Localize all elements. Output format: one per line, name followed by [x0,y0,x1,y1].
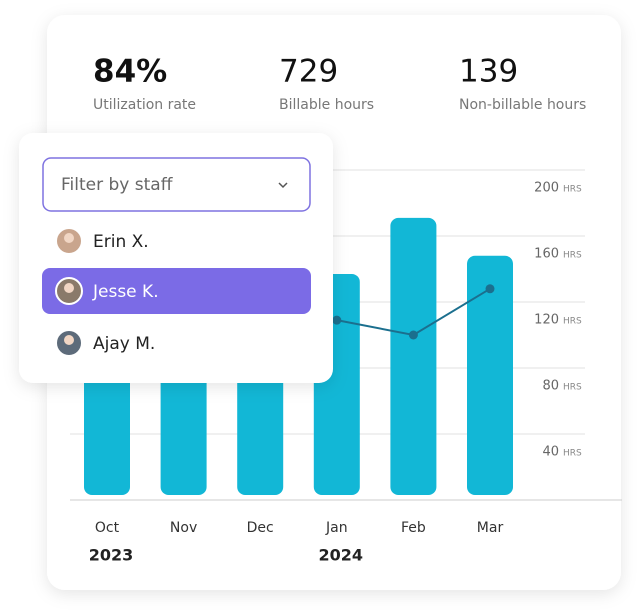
y-unit: HRS [563,251,582,261]
y-tick-label: 120 [534,313,559,328]
line-point [332,315,342,325]
y-tick-label: 80 [542,379,559,394]
stat-value: 729 [279,54,338,90]
y-unit: HRS [563,317,582,327]
x-tick-label: Feb [401,520,426,536]
y-unit: HRS [563,449,582,459]
x-tick-label: Dec [247,520,274,536]
year-label: 2023 [89,546,134,565]
option-label[interactable]: Erin X. [93,232,149,252]
stat-label: Utilization rate [93,97,196,113]
y-tick-label: 160 [534,247,559,262]
option-highlight[interactable] [42,268,311,314]
bar [390,217,437,495]
year-label: 2024 [319,546,364,565]
stat-value: 84% [93,54,167,90]
select-placeholder: Filter by staff [61,175,174,195]
y-tick-label: 200 [534,181,559,196]
line-point [408,330,418,340]
x-tick-label: Mar [477,520,504,536]
stat-value: 139 [459,54,518,90]
x-tick-label: Nov [170,520,197,536]
stat-label: Non-billable hours [459,97,586,113]
option-label[interactable]: Ajay M. [93,334,155,354]
option-label[interactable]: Jesse K. [92,282,159,302]
x-tick-label: Oct [95,520,120,536]
chevron [278,182,288,189]
x-tick-label: Jan [325,520,348,536]
y-tick-label: 40 [542,445,559,460]
y-unit: HRS [563,383,582,393]
avatar-head [64,233,74,243]
avatar-head [64,335,74,345]
stat-label: Billable hours [279,97,374,113]
y-unit: HRS [563,185,582,195]
line-point [485,284,495,294]
bar [467,255,513,495]
select-box[interactable] [42,157,311,212]
avatar-head [64,283,74,293]
